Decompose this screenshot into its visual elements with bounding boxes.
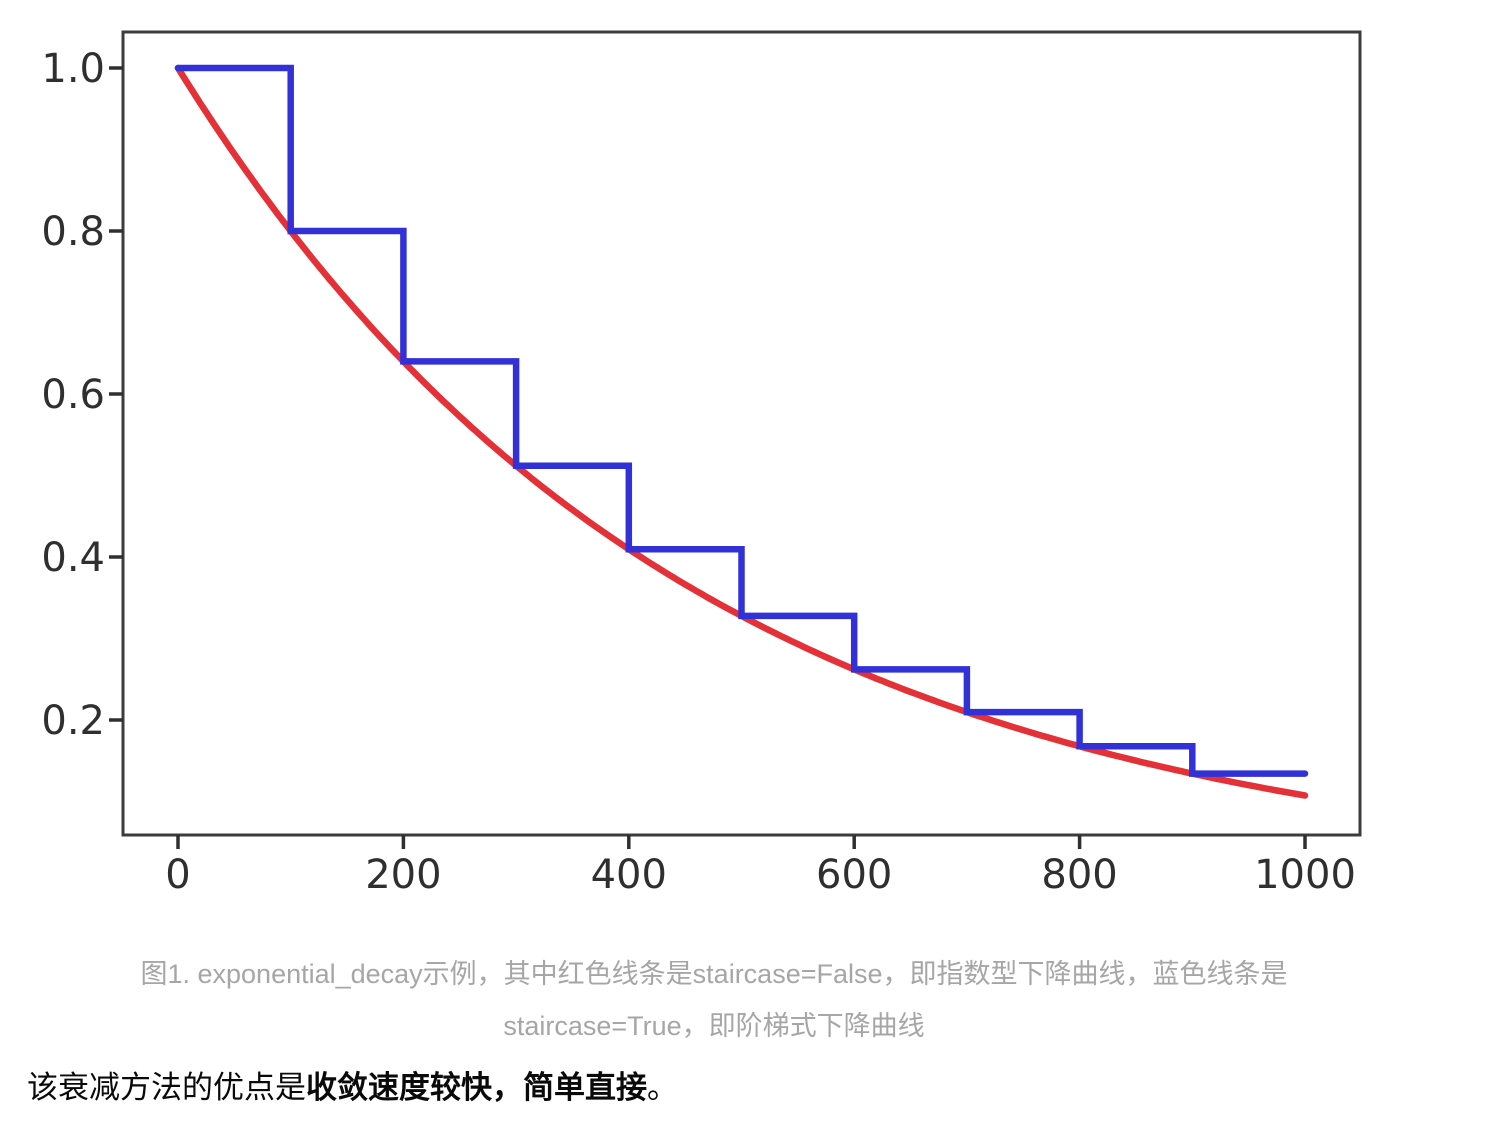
x-tick-label: 800: [1041, 852, 1117, 898]
paragraph-suffix: 。: [647, 1070, 678, 1105]
staircase-decay-curve: [174, 64, 1309, 777]
paragraph-prefix: 该衰减方法的优点是: [27, 1070, 306, 1105]
decay-chart: 0 200 400 600 800 1000 1.0 0.8 0.6 0.4 0.2: [41, 30, 1362, 898]
paragraph-bold: 收敛速度较快，简单直接: [306, 1070, 647, 1105]
x-tick-label: 200: [365, 852, 441, 898]
y-tick-label: 1.0: [41, 46, 105, 92]
x-tick-label: 400: [591, 852, 667, 898]
x-tick-label: 600: [816, 852, 892, 898]
exponential-decay-curve: [174, 64, 1309, 799]
caption-line-2: staircase=True，即阶梯式下降曲线: [503, 1011, 925, 1041]
body-paragraph: 该衰减方法的优点是收敛速度较快，简单直接。: [27, 1066, 1492, 1110]
y-tick-label: 0.2: [41, 698, 105, 744]
y-tick-label: 0.8: [41, 209, 105, 255]
y-tick-label: 0.4: [41, 535, 105, 581]
caption-line-1: 图1. exponential_decay示例，其中红色线条是staircase…: [140, 959, 1288, 989]
figure-caption: 图1. exponential_decay示例，其中红色线条是staircase…: [0, 948, 1492, 1052]
figure: 0 200 400 600 800 1000 1.0 0.8 0.6 0.4 0.2 图1. exp…: [0, 30, 1492, 1052]
x-tick-label: 1000: [1254, 852, 1356, 898]
y-tick-label: 0.6: [41, 372, 105, 418]
plot-frame: [121, 30, 1362, 837]
x-tick-label: 0: [165, 852, 190, 898]
